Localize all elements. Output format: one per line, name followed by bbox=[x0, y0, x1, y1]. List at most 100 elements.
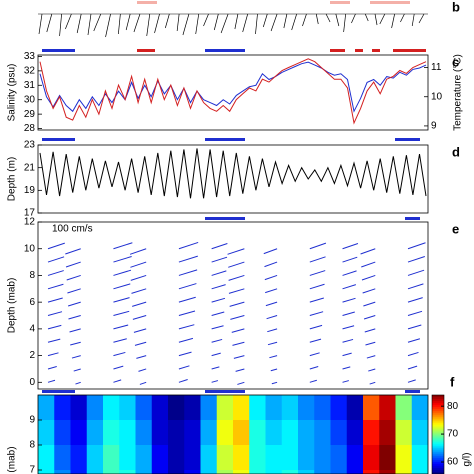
velocity-vector bbox=[211, 325, 224, 330]
stick bbox=[76, 13, 82, 34]
heatmap-cell bbox=[346, 395, 364, 421]
colorbar-band bbox=[432, 468, 444, 471]
heatmap-cell bbox=[168, 445, 185, 471]
velocity-vector bbox=[178, 351, 192, 357]
velocity-vector bbox=[309, 256, 326, 263]
heatmap-cell bbox=[249, 470, 266, 474]
heatmap-cell bbox=[216, 470, 234, 474]
y-tick-label: 8 bbox=[29, 270, 35, 281]
velocity-vector bbox=[130, 261, 147, 268]
velocity-vector bbox=[130, 274, 147, 281]
heatmap-cell bbox=[363, 470, 380, 474]
velocity-vector bbox=[67, 288, 81, 294]
plot-frame bbox=[37, 221, 429, 390]
velocity-vector bbox=[365, 341, 376, 346]
y-tick-label: 29 bbox=[24, 109, 36, 120]
heatmap-cell bbox=[184, 395, 201, 421]
colorbar-band bbox=[432, 430, 444, 434]
velocity-vector bbox=[178, 255, 198, 263]
velocity-vector bbox=[211, 311, 225, 317]
velocity-vector bbox=[264, 261, 278, 268]
heatmap-cell bbox=[411, 420, 428, 446]
heatmap-cell bbox=[151, 445, 169, 471]
heatmap-cell bbox=[103, 445, 120, 471]
heatmap-cell bbox=[86, 470, 104, 474]
stick bbox=[59, 13, 62, 37]
velocity-vector bbox=[65, 248, 81, 255]
period-bars bbox=[42, 1, 426, 393]
velocity-vector bbox=[178, 365, 190, 370]
y-tick-label: 12 bbox=[24, 217, 36, 228]
stick bbox=[270, 13, 278, 32]
colorbar-band bbox=[432, 402, 444, 406]
y-tick-label: 31 bbox=[24, 80, 36, 91]
colorbar-band bbox=[432, 395, 444, 398]
velocity-vector bbox=[232, 341, 245, 346]
velocity-vector bbox=[178, 296, 196, 303]
heatmap-cell bbox=[281, 395, 299, 421]
heatmap-cell bbox=[135, 470, 153, 474]
heatmap-cell bbox=[103, 470, 120, 474]
heatmap-cell bbox=[265, 395, 283, 421]
heatmap bbox=[38, 395, 428, 474]
colorbar-band bbox=[432, 408, 444, 412]
period-bar bbox=[330, 1, 350, 4]
velocity-vector bbox=[228, 288, 245, 294]
velocity-vector bbox=[363, 315, 376, 320]
panel-label: b bbox=[452, 0, 460, 14]
colorbar-band bbox=[432, 410, 444, 414]
velocity-vector bbox=[342, 242, 359, 250]
y-axis-label: Salinity (psu) bbox=[7, 64, 18, 122]
colorbar-band bbox=[432, 404, 444, 408]
velocity-vector bbox=[407, 242, 426, 250]
heatmap-cell bbox=[330, 420, 348, 446]
heatmap-cell bbox=[119, 420, 136, 446]
colorbar-band bbox=[432, 436, 444, 439]
velocity-vector bbox=[263, 248, 278, 255]
stick bbox=[46, 13, 53, 33]
velocity-vector bbox=[113, 310, 130, 317]
heatmap-cell bbox=[346, 420, 364, 446]
colorbar-band bbox=[432, 456, 444, 459]
colorbar-band bbox=[432, 464, 444, 467]
velocity-vector bbox=[267, 341, 278, 346]
stick bbox=[242, 13, 249, 33]
velocity-vector bbox=[230, 315, 245, 320]
velocity-vector bbox=[342, 352, 352, 357]
velocity-vector bbox=[178, 379, 188, 383]
heatmap-cell bbox=[330, 395, 348, 421]
velocity-vector bbox=[342, 270, 357, 276]
heatmap-cell bbox=[233, 470, 250, 474]
heatmap-cell bbox=[86, 395, 104, 421]
velocity-vector bbox=[360, 248, 376, 255]
stick bbox=[283, 13, 288, 29]
heatmap-cell bbox=[200, 395, 218, 421]
stick bbox=[418, 13, 425, 24]
stick bbox=[203, 13, 209, 27]
velocity-vector bbox=[134, 341, 147, 346]
velocity-vector bbox=[113, 379, 122, 383]
velocity-vector bbox=[309, 324, 323, 330]
velocity-vector bbox=[129, 248, 147, 255]
velocity-vector bbox=[233, 355, 245, 359]
velocity-vector bbox=[178, 337, 194, 343]
colorbar-band bbox=[432, 424, 444, 428]
velocity-vector bbox=[47, 379, 56, 383]
velocity-vector bbox=[265, 301, 278, 307]
heatmap-cell bbox=[54, 445, 71, 471]
heatmap-cell bbox=[379, 470, 396, 474]
stick bbox=[351, 13, 356, 24]
panel-label: d bbox=[452, 144, 460, 159]
velocity-vector bbox=[342, 311, 355, 317]
velocity-vector bbox=[342, 380, 349, 383]
stick bbox=[213, 13, 219, 31]
velocity-vector bbox=[366, 355, 376, 359]
velocity-vector bbox=[369, 381, 376, 385]
colorbar-band bbox=[432, 470, 444, 473]
y-axis-label: (mab) bbox=[7, 446, 18, 472]
velocity-vector bbox=[342, 297, 356, 303]
heatmap-cell bbox=[184, 420, 201, 446]
velocity-vector bbox=[47, 366, 57, 370]
heatmap-cell bbox=[379, 445, 396, 471]
heatmap-cell bbox=[298, 395, 315, 421]
